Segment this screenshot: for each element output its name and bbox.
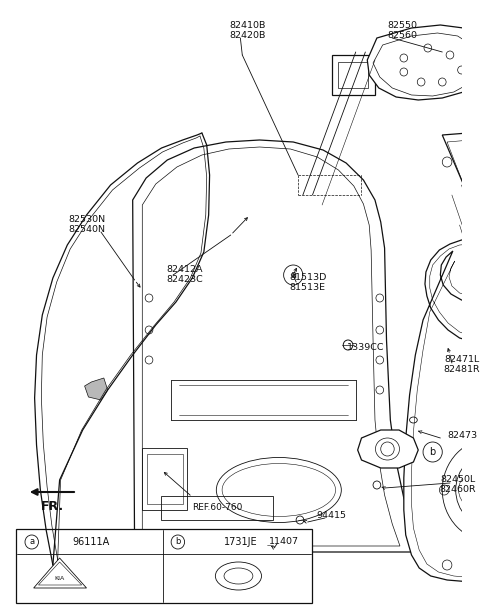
- Text: 82550: 82550: [387, 21, 417, 30]
- Text: 96111A: 96111A: [72, 537, 110, 547]
- Text: KIA: KIA: [55, 575, 65, 581]
- Text: 82450L: 82450L: [440, 476, 475, 485]
- Text: 82540N: 82540N: [68, 226, 105, 235]
- Text: 11407: 11407: [269, 537, 299, 546]
- Polygon shape: [132, 140, 423, 552]
- Text: 82560: 82560: [387, 30, 417, 39]
- Text: a: a: [290, 270, 296, 280]
- Text: b: b: [430, 447, 436, 457]
- Text: 81513D: 81513D: [289, 273, 326, 283]
- Polygon shape: [140, 458, 161, 478]
- Text: 82481R: 82481R: [443, 365, 480, 374]
- Polygon shape: [84, 378, 108, 400]
- Text: 82423C: 82423C: [166, 275, 203, 284]
- Polygon shape: [367, 25, 480, 100]
- Polygon shape: [404, 132, 480, 582]
- Text: 82410B: 82410B: [230, 21, 266, 30]
- Text: 94415: 94415: [317, 511, 347, 520]
- Text: 82473: 82473: [447, 431, 477, 439]
- Text: 82530N: 82530N: [68, 215, 105, 224]
- Text: 82412A: 82412A: [167, 266, 203, 275]
- FancyBboxPatch shape: [16, 529, 312, 603]
- Text: 82471L: 82471L: [444, 356, 479, 364]
- Text: 1731JE: 1731JE: [224, 537, 257, 547]
- Text: a: a: [29, 537, 34, 546]
- Polygon shape: [358, 430, 418, 468]
- Text: REF.60-760: REF.60-760: [192, 503, 242, 512]
- Text: b: b: [175, 537, 180, 546]
- Text: 1339CC: 1339CC: [347, 344, 384, 353]
- Text: 81513E: 81513E: [289, 284, 325, 292]
- Text: FR.: FR.: [40, 500, 63, 512]
- Text: 82420B: 82420B: [230, 30, 266, 39]
- Text: 82460R: 82460R: [439, 485, 476, 494]
